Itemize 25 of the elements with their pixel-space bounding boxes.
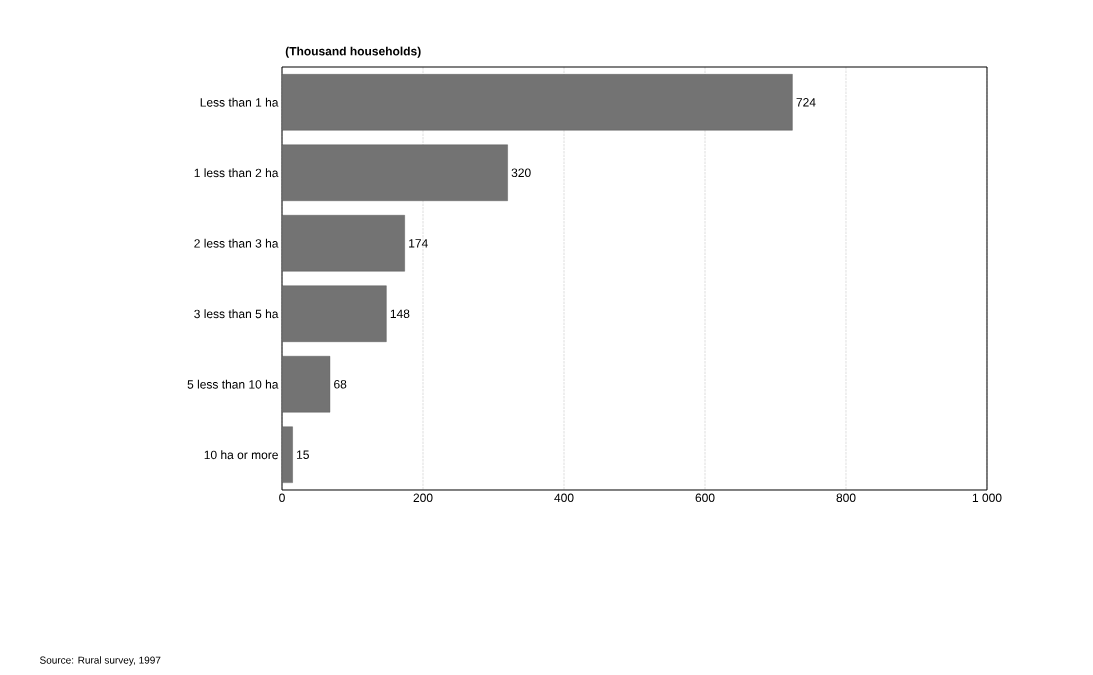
x-tick-label: 400	[554, 493, 574, 503]
y-tick-label: Less than 1 ha	[200, 97, 279, 107]
chart-title: (Thousand households)	[285, 46, 421, 58]
bar	[282, 215, 405, 272]
x-tick-label: 200	[413, 493, 433, 503]
data-label: 174	[409, 239, 428, 248]
x-tick-label: 0	[279, 493, 285, 503]
y-tick-label: 5 less than 10 ha	[187, 379, 279, 389]
bar	[282, 356, 331, 413]
data-label: 148	[390, 309, 410, 318]
bar	[282, 74, 793, 131]
data-label: 320	[511, 168, 531, 177]
x-tick-label: 800	[836, 493, 856, 503]
y-tick-label: 3 less than 5 ha	[194, 309, 279, 319]
data-label: 724	[796, 98, 816, 107]
bar	[282, 144, 508, 201]
source-note: Source: Rural survey, 1997	[40, 656, 161, 666]
y-tick-label: 2 less than 3 ha	[194, 238, 279, 248]
y-tick-label: 10 ha or more	[204, 450, 278, 460]
x-tick-label: 1 000	[972, 493, 1002, 503]
y-tick-label: 1 less than 2 ha	[194, 168, 279, 178]
bar	[282, 285, 387, 342]
data-label: 15	[297, 450, 309, 459]
x-tick-label: 600	[695, 493, 715, 503]
data-label: 68	[334, 380, 347, 389]
